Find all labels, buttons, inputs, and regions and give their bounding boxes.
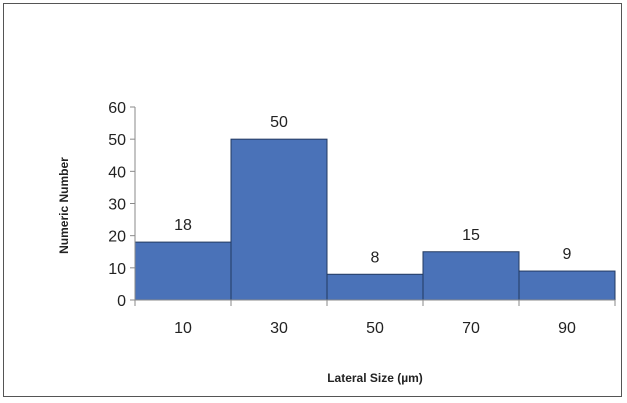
bar-10 — [134, 241, 232, 301]
x-tick-label-90: 90 — [558, 320, 576, 337]
x-tick-label-50: 50 — [366, 320, 384, 337]
data-label-30: 50 — [270, 114, 288, 131]
y-tick-label-60: 60 — [108, 100, 126, 117]
bar-90 — [518, 270, 616, 301]
y-tick-label-30: 30 — [108, 197, 126, 214]
y-tick-label-50: 50 — [108, 132, 126, 149]
y-tick-label-10: 10 — [108, 261, 126, 278]
bar-70 — [422, 251, 520, 301]
x-tick-label-70: 70 — [462, 320, 480, 337]
y-tick-label-20: 20 — [108, 229, 126, 246]
x-axis-title: Lateral Size (µm) — [327, 371, 423, 385]
data-label-50: 8 — [371, 249, 380, 266]
y-ticks-group: 0 10 20 30 40 50 60 — [108, 100, 135, 310]
data-label-10: 18 — [174, 217, 192, 234]
bars-group — [134, 138, 616, 301]
data-label-70: 15 — [462, 227, 480, 244]
bar-labels-group: 18 50 8 15 9 — [174, 114, 571, 266]
y-tick-label-40: 40 — [108, 164, 126, 181]
bar-30 — [230, 138, 328, 301]
data-label-90: 9 — [563, 246, 572, 263]
x-tick-label-30: 30 — [270, 320, 288, 337]
x-tick-label-10: 10 — [174, 320, 192, 337]
y-axis-title: Numeric Number — [57, 157, 71, 254]
y-tick-label-0: 0 — [117, 293, 126, 310]
x-ticks-group: 10 30 50 70 90 — [134, 300, 616, 337]
bar-50 — [326, 273, 424, 301]
